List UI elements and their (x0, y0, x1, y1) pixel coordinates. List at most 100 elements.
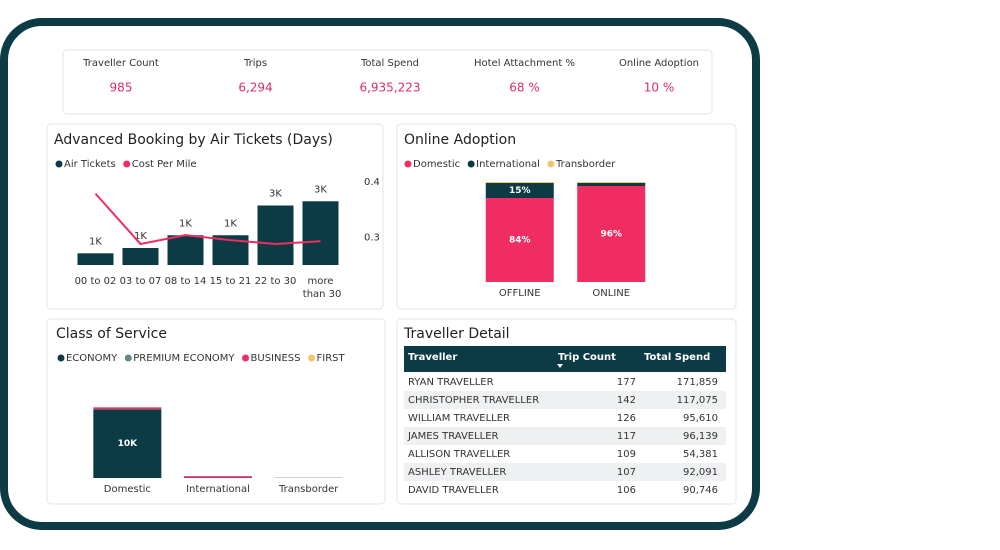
table-cell: 177 (617, 377, 636, 388)
table-cell: 92,091 (683, 467, 718, 478)
bar (257, 205, 294, 265)
x-tick-label: more than 30 (300, 276, 342, 300)
x-tick-label: International (186, 484, 250, 495)
column-header: Traveller (408, 352, 457, 363)
kpi-value: 6,935,223 (359, 81, 420, 95)
legend-dot (124, 354, 132, 362)
table-cell: JAMES TRAVELLER (407, 431, 499, 442)
bar-segment (485, 182, 554, 183)
x-tick-label: 00 to 02 (75, 276, 117, 287)
x-tick-label: OFFLINE (499, 288, 541, 299)
x-tick-label: 22 to 30 (255, 276, 297, 287)
adoption-panel (396, 123, 737, 310)
data-label: 1K (89, 236, 102, 247)
table-cell: ALLISON TRAVELLER (408, 449, 510, 460)
x-tick-label: ONLINE (592, 288, 630, 299)
sort-icon[interactable] (557, 364, 563, 368)
data-label: 3K (269, 189, 282, 200)
data-label: 15% (509, 186, 531, 196)
table-cell: DAVID TRAVELLER (408, 485, 499, 496)
table-cell: 109 (617, 449, 636, 460)
kpi-value: 10 % (644, 81, 675, 95)
legend-label: PREMIUM ECONOMY (133, 353, 235, 364)
bar-segment (93, 407, 162, 410)
x-tick-label: 03 to 07 (120, 276, 162, 287)
legend-dot (467, 160, 475, 168)
row-stripe (404, 427, 726, 445)
y2-tick-label: 0.3 (364, 232, 380, 243)
panel-title: Advanced Booking by Air Tickets (Days) (54, 132, 333, 148)
y2-tick-label: 0.4 (364, 177, 380, 188)
table-cell: 95,610 (683, 413, 718, 424)
bar-segment (93, 409, 162, 478)
bar-segment (577, 182, 646, 183)
column-header: Total Spend (644, 352, 710, 363)
table-cell: WILLIAM TRAVELLER (408, 413, 510, 424)
row-stripe (404, 463, 726, 481)
kpi-label: Total Spend (360, 58, 419, 69)
row-stripe (404, 391, 726, 409)
table-cell: 96,139 (683, 431, 718, 442)
legend-label: Domestic (413, 159, 460, 170)
bar-segment (577, 186, 646, 282)
legend-dot (57, 354, 65, 362)
table-cell: 117 (617, 431, 636, 442)
data-label: 1K (224, 218, 237, 229)
legend-dot (308, 354, 316, 362)
data-label: 96% (600, 230, 622, 240)
legend-label: Cost Per Mile (132, 159, 197, 170)
legend-dot (123, 160, 131, 168)
kpi-value: 68 % (509, 81, 540, 95)
bar-segment (485, 183, 554, 198)
legend-dot (404, 160, 412, 168)
table-cell: RYAN TRAVELLER (408, 377, 494, 388)
data-label: 1K (134, 231, 147, 242)
table-cell: ASHLEY TRAVELLER (408, 467, 506, 478)
x-tick-label: 15 to 21 (210, 276, 252, 287)
kpi-value: 6,294 (238, 81, 272, 95)
table-cell: 126 (617, 413, 636, 424)
legend-label: FIRST (317, 353, 346, 364)
kpi-label: Online Adoption (619, 58, 699, 69)
bar-segment (184, 476, 252, 478)
legend-label: ECONOMY (66, 353, 118, 364)
panel-title: Online Adoption (404, 132, 516, 148)
legend-label: Transborder (555, 159, 616, 170)
table-cell: 106 (617, 485, 636, 496)
legend-dot (55, 160, 63, 168)
column-header: Trip Count (558, 352, 616, 363)
bar-segment (577, 183, 646, 186)
kpi-label: Traveller Count (82, 58, 159, 69)
line (94, 192, 321, 246)
bar (302, 201, 339, 265)
data-label: 1K (179, 218, 192, 229)
table-cell: 90,746 (683, 485, 718, 496)
legend-label: BUSINESS (251, 353, 301, 364)
panel-title: Class of Service (56, 326, 167, 342)
legend-label: International (476, 159, 540, 170)
data-label: 3K (314, 184, 327, 195)
kpi-panel (62, 49, 713, 115)
table-header (404, 346, 726, 372)
kpi-value: 985 (110, 81, 133, 95)
bar-segment (485, 198, 554, 282)
table-cell: 54,381 (683, 449, 718, 460)
table-cell: 171,859 (677, 377, 718, 388)
table-cell: 107 (617, 467, 636, 478)
bar (122, 248, 159, 265)
bar (77, 253, 114, 265)
x-tick-label: Transborder (278, 484, 339, 495)
x-tick-label: Domestic (104, 484, 151, 495)
table-cell: CHRISTOPHER TRAVELLER (408, 395, 539, 406)
legend-label: Air Tickets (64, 159, 116, 170)
table-cell: 117,075 (677, 395, 718, 406)
legend-dot (242, 354, 250, 362)
kpi-label: Trips (243, 58, 267, 69)
table-cell: 142 (617, 395, 636, 406)
panel-title: Traveller Detail (403, 326, 510, 342)
data-label: 84% (509, 236, 531, 246)
x-tick-label: 08 to 14 (165, 276, 207, 287)
kpi-label: Hotel Attachment % (474, 58, 575, 69)
data-label: 10K (118, 439, 139, 449)
